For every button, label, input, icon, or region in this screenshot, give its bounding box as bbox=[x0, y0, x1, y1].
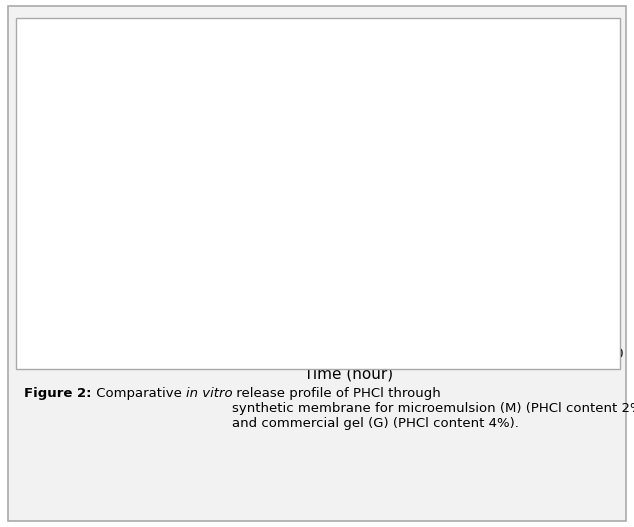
Y-axis label: Release of PHCl: Release of PHCl bbox=[48, 124, 63, 245]
Text: in vitro: in vitro bbox=[186, 387, 232, 401]
Legend: G, ME: G, ME bbox=[538, 199, 605, 246]
Text: release profile of PHCl through
synthetic membrane for microemulsion (M) (PHCl c: release profile of PHCl through syntheti… bbox=[232, 387, 634, 431]
Text: Figure 2:: Figure 2: bbox=[24, 387, 91, 401]
Text: Comparative: Comparative bbox=[91, 387, 186, 401]
X-axis label: Time (hour): Time (hour) bbox=[304, 367, 393, 382]
